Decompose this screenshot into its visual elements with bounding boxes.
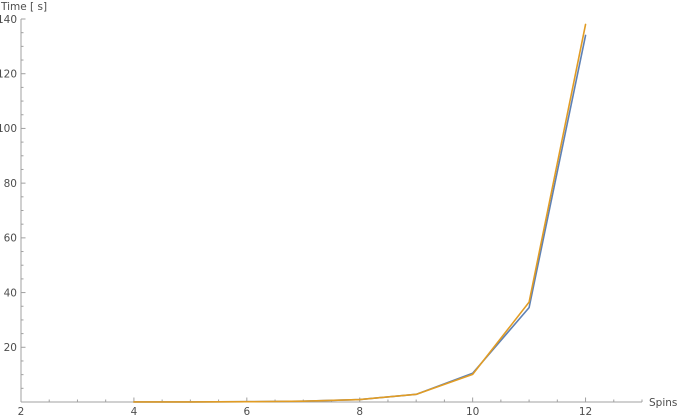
series-group (133, 23, 587, 403)
x-tick-label: 12 (579, 406, 592, 417)
y-tick-label: 40 (4, 287, 17, 299)
x-tick-label: 10 (466, 406, 479, 417)
x-tick-label: 2 (18, 406, 25, 417)
y-tick-label: 80 (4, 178, 17, 190)
x-axis-title: Spins (649, 397, 677, 409)
y-tick-label: 60 (4, 233, 17, 245)
x-tick-label: 6 (243, 406, 250, 417)
x-tick-label: 4 (131, 406, 138, 417)
y-ticks: 20 40 60 80 100 120 140 (0, 14, 26, 389)
series-line-2 (133, 23, 587, 403)
y-tick-label: 140 (0, 14, 17, 26)
y-tick-label: 20 (4, 342, 17, 354)
y-tick-label: 100 (0, 123, 17, 135)
y-tick-label: 120 (0, 69, 17, 81)
y-axis-title: Time [ s] (0, 1, 47, 13)
series-line-1 (133, 34, 587, 403)
x-tick-label: 8 (356, 406, 363, 417)
